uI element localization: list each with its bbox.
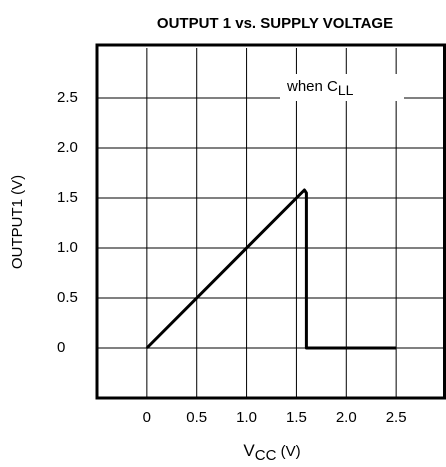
annotation-sub: LL [338,82,354,98]
y-tick-label: 1.5 [57,189,78,206]
y-axis-label: OUTPUT1 (V) [9,175,26,269]
y-tick-label: 2.5 [57,89,78,106]
y-tick-label: 2.0 [57,139,78,156]
x-axis-label-main: V [243,441,255,460]
plot-frame [95,43,446,400]
annotation-main: when C [286,78,338,95]
annotation: when CLL [286,78,354,98]
y-tick-label: 0.5 [57,289,78,306]
x-tick-label: 2.0 [336,409,357,426]
x-tick-label: 1.5 [286,409,307,426]
x-axis-label-sub: CC [255,447,277,464]
y-tick-label: 1.0 [57,239,78,256]
x-tick-label: 2.5 [386,409,407,426]
x-axis-label-suffix: (V) [276,443,300,460]
x-axis-label: VCC (V) [243,441,300,463]
y-tick-label: 0 [57,339,65,356]
chart-title: OUTPUT 1 vs. SUPPLY VOLTAGE [157,15,393,32]
annotation-bg [280,74,404,101]
x-tick-label: 1.0 [236,409,257,426]
data-line [145,188,397,350]
x-tick-label: 0 [143,409,151,426]
x-tick-label: 0.5 [186,409,207,426]
